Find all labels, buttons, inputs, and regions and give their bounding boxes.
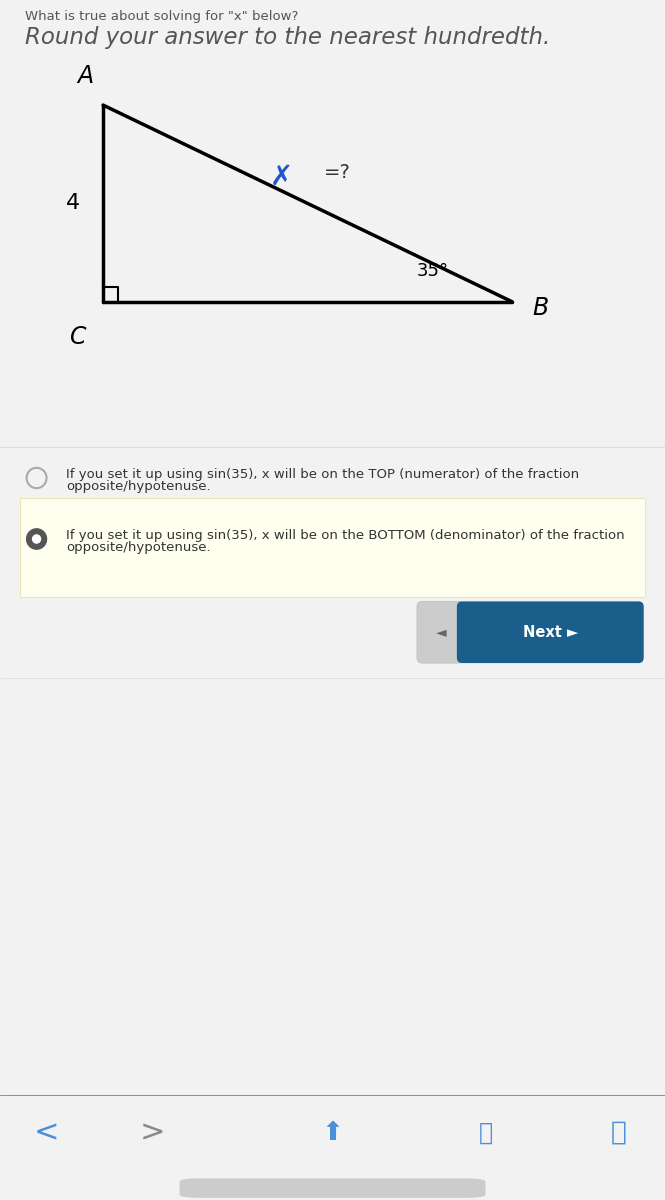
Text: ⧉: ⧉ xyxy=(610,1120,626,1146)
Circle shape xyxy=(27,529,47,550)
Text: Round your answer to the nearest hundredth.: Round your answer to the nearest hundred… xyxy=(25,25,551,49)
FancyBboxPatch shape xyxy=(180,1178,485,1198)
Text: If you set it up using sin(35), x will be on the TOP (numerator) of the fraction: If you set it up using sin(35), x will b… xyxy=(66,468,580,481)
Text: <: < xyxy=(34,1118,59,1147)
Text: =?: =? xyxy=(325,163,351,182)
Text: ◄: ◄ xyxy=(436,625,446,640)
Text: ✗: ✗ xyxy=(269,162,293,191)
Text: >: > xyxy=(140,1118,166,1147)
Circle shape xyxy=(33,535,41,544)
Text: Next ►: Next ► xyxy=(523,625,579,640)
Text: C: C xyxy=(70,325,86,349)
Text: 📖: 📖 xyxy=(478,1121,493,1145)
Text: If you set it up using sin(35), x will be on the BOTTOM (denominator) of the fra: If you set it up using sin(35), x will b… xyxy=(66,529,625,542)
FancyBboxPatch shape xyxy=(20,498,645,596)
FancyBboxPatch shape xyxy=(417,601,464,664)
Text: ⬆: ⬆ xyxy=(321,1120,344,1146)
Text: 4: 4 xyxy=(66,193,80,214)
Text: B: B xyxy=(532,296,548,320)
Text: 35°: 35° xyxy=(416,262,448,280)
Text: A: A xyxy=(77,64,93,88)
Text: opposite/hypotenuse.: opposite/hypotenuse. xyxy=(66,480,211,493)
FancyBboxPatch shape xyxy=(457,601,644,664)
Text: What is true about solving for "x" below?: What is true about solving for "x" below… xyxy=(25,10,299,23)
Text: opposite/hypotenuse.: opposite/hypotenuse. xyxy=(66,541,211,554)
